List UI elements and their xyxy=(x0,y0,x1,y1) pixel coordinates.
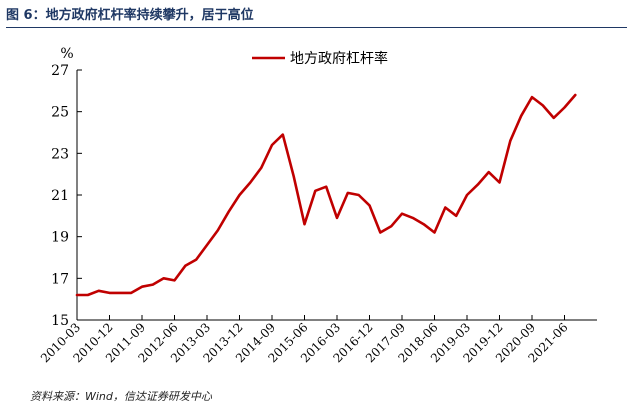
chart-axes: % xyxy=(60,46,597,321)
y-tick-label: 15 xyxy=(51,313,69,329)
y-tick-label: 23 xyxy=(51,146,69,162)
y-tick-label: 25 xyxy=(51,105,69,121)
chart-lines xyxy=(75,93,577,297)
title-rule xyxy=(6,27,627,28)
series-line xyxy=(75,93,577,297)
y-tick-label: 27 xyxy=(51,63,69,79)
y-tick-label: 19 xyxy=(51,230,69,246)
figure-title: 图 6：地方政府杠杆率持续攀升，居于高位 xyxy=(6,8,254,23)
source-note: 资料来源：Wind，信达证券研发中心 xyxy=(30,390,212,403)
legend-label: 地方政府杠杆率 xyxy=(290,50,388,67)
chart-legend: 地方政府杠杆率 xyxy=(252,50,388,67)
y-tick-label: 21 xyxy=(51,188,69,204)
y-tick-label: 17 xyxy=(51,271,69,287)
y-axis-unit: % xyxy=(60,46,73,62)
